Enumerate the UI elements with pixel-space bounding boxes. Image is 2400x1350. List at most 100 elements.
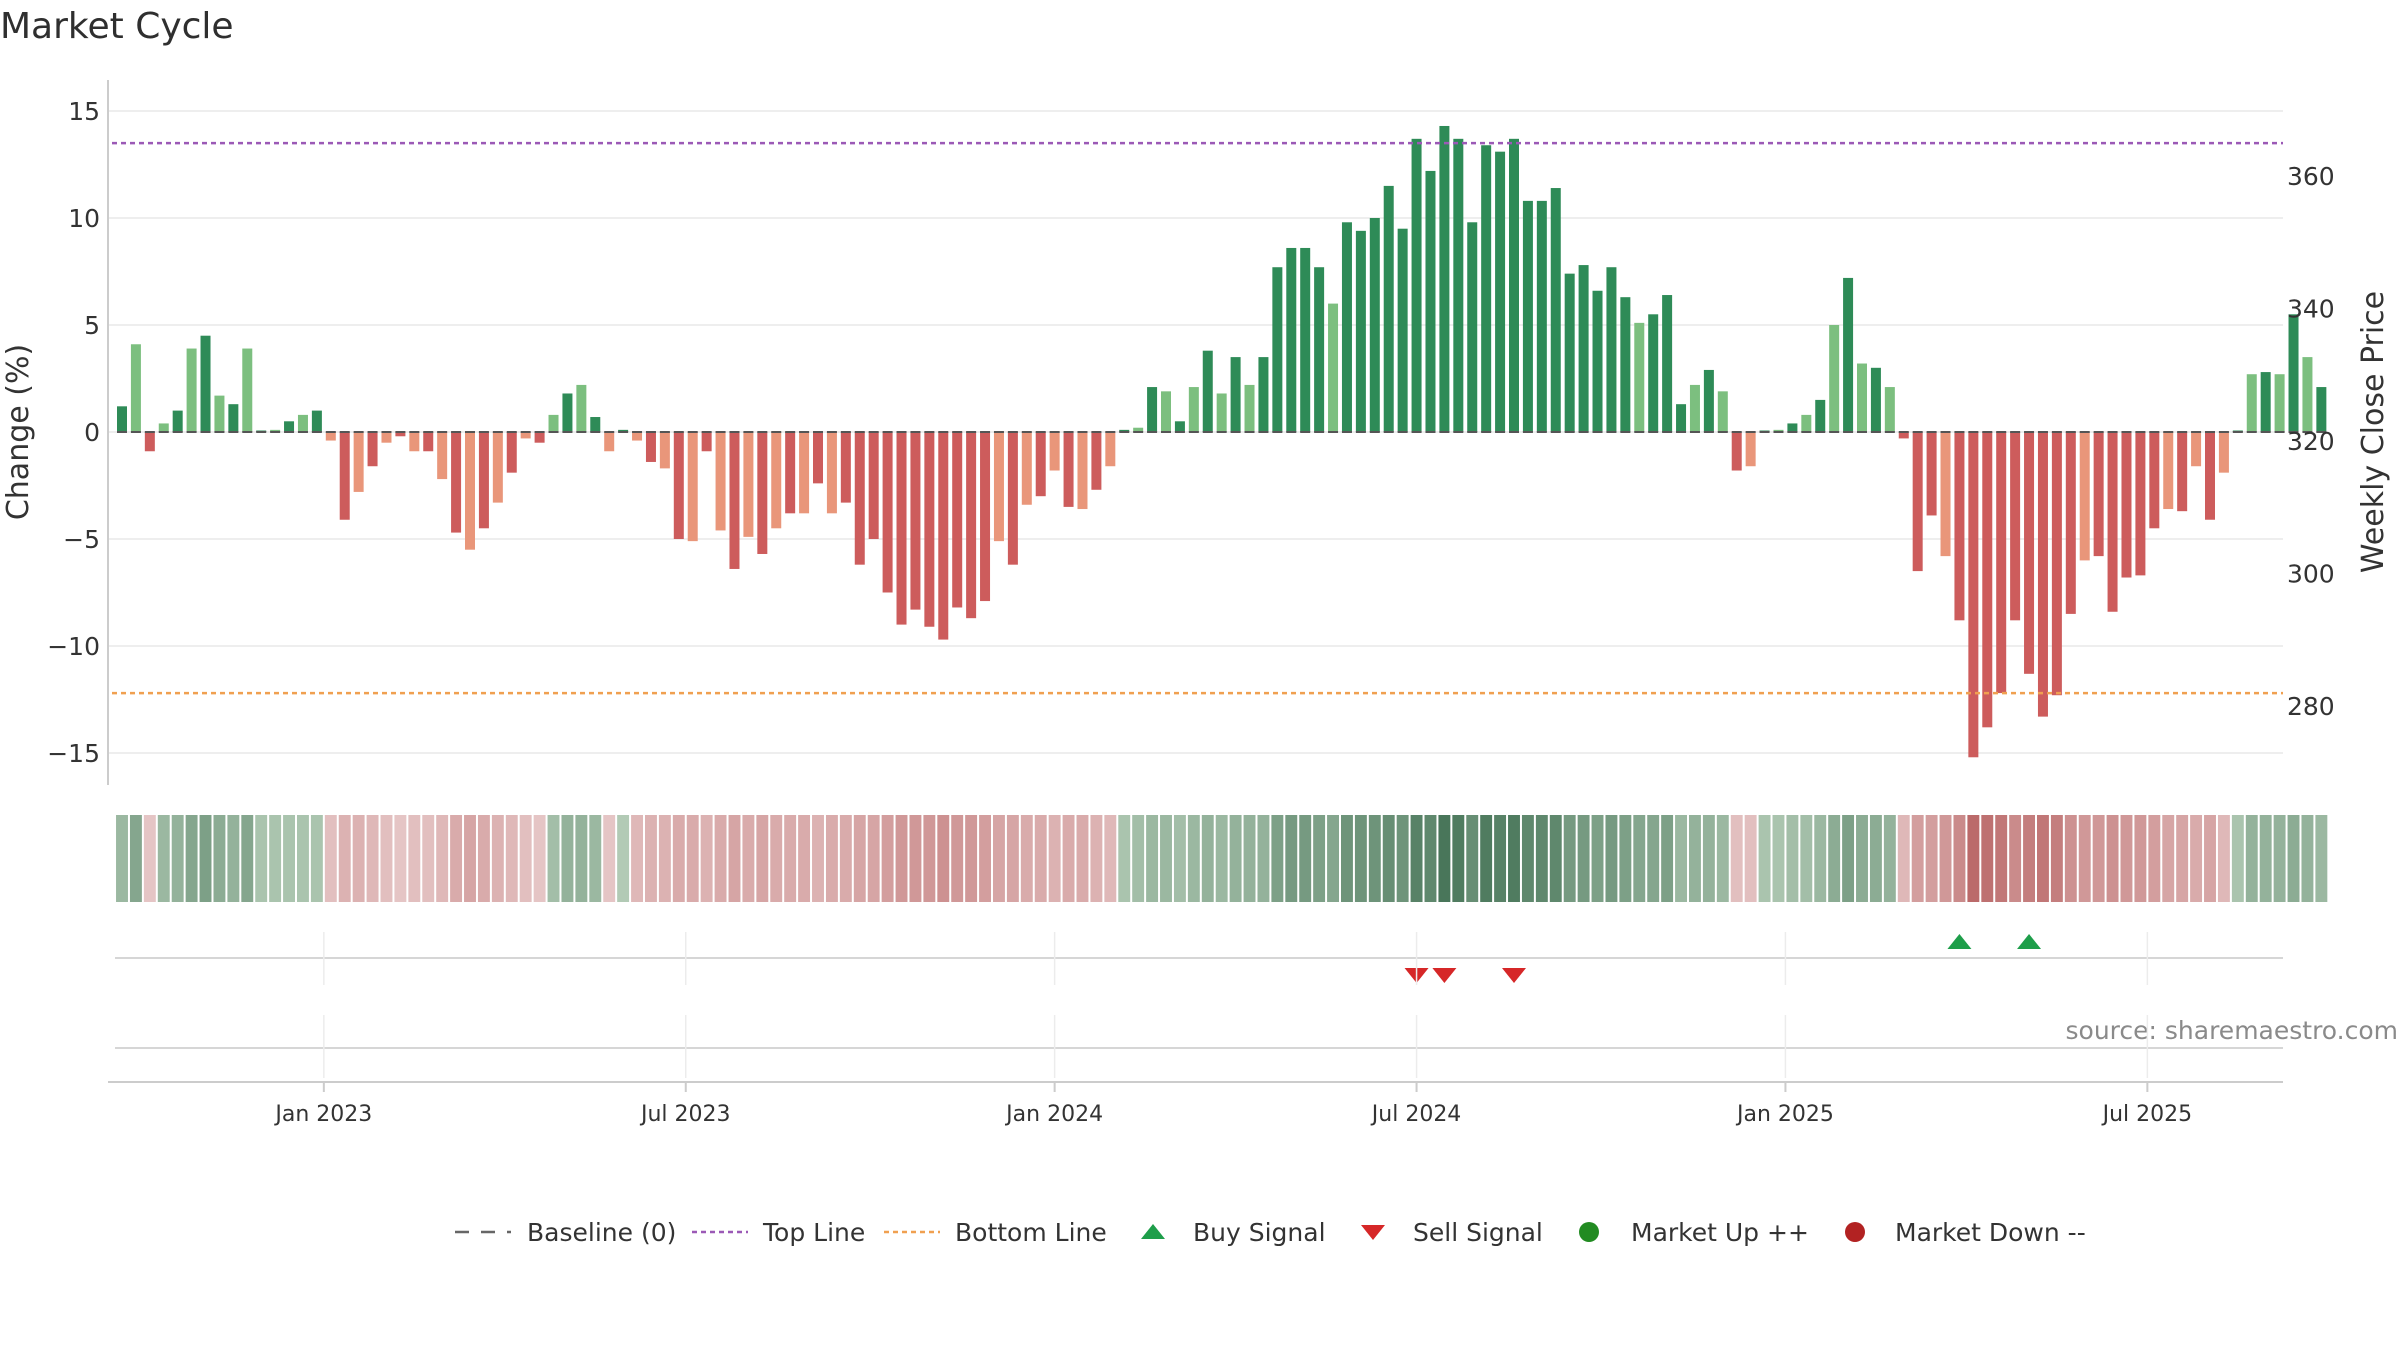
heat-cell — [1897, 815, 1910, 902]
y-tick-label-right: 280 — [2287, 692, 2335, 721]
bar — [1383, 185, 1394, 432]
heat-cell — [464, 815, 476, 902]
bar — [297, 414, 308, 432]
bar — [2302, 357, 2313, 432]
bar — [1982, 432, 1993, 728]
bar — [144, 432, 155, 452]
bar — [1495, 151, 1506, 432]
bar — [868, 432, 879, 539]
bar — [1522, 200, 1533, 432]
bar — [1940, 432, 1951, 557]
heat-cell — [2217, 815, 2230, 902]
heat-cell — [1786, 815, 1799, 902]
y-axis-label: Change (%) — [1, 344, 36, 520]
bar — [1620, 297, 1631, 432]
heat-cell — [1508, 815, 1520, 902]
bar — [1550, 188, 1561, 432]
heat-cell — [784, 815, 797, 902]
heat-cell — [352, 815, 365, 902]
bar — [1216, 393, 1227, 432]
heat-cell — [1118, 815, 1131, 902]
heat-cell — [185, 815, 198, 902]
heat-cell — [1424, 815, 1437, 902]
heat-cell — [1967, 815, 1980, 902]
bar — [1411, 138, 1422, 432]
heat-cell — [923, 815, 936, 902]
heat-cell — [1299, 815, 1312, 902]
bar — [339, 432, 350, 520]
legend-market-down-icon — [1845, 1222, 1865, 1242]
bar — [576, 384, 587, 432]
chart-title: Market Cycle — [0, 6, 234, 47]
heat-cell — [1438, 815, 1451, 902]
heat-cell — [2064, 815, 2077, 902]
heat-cell — [1327, 815, 1339, 902]
bar — [1829, 325, 1840, 432]
bar — [1954, 432, 1965, 621]
bar — [2121, 432, 2132, 578]
heat-cell — [1925, 815, 1938, 902]
bar — [2024, 432, 2035, 674]
heat-cell — [1689, 815, 1701, 902]
y-tick-label-right: 360 — [2287, 162, 2335, 191]
y-tick-label-right: 300 — [2287, 560, 2335, 589]
bar — [1077, 432, 1088, 510]
heat-cell — [658, 815, 671, 902]
legend-label: Baseline (0) — [527, 1218, 676, 1247]
heat-cell — [1257, 815, 1270, 902]
heat-cell — [1243, 815, 1256, 902]
bar — [2316, 387, 2327, 432]
y-axis-label-right: Weekly Close Price — [2356, 291, 2391, 573]
heat-cell — [1675, 815, 1687, 902]
heat-cell — [1146, 815, 1159, 902]
bar — [1731, 432, 1742, 471]
bar — [367, 432, 378, 467]
heat-cell — [1981, 815, 1994, 902]
x-tick-label: Jul 2023 — [639, 1102, 731, 1127]
bar — [645, 432, 656, 462]
heat-cell — [575, 815, 588, 902]
heat-cell — [1549, 815, 1562, 902]
heat-cell — [965, 815, 978, 902]
bar — [1717, 391, 1728, 432]
heat-cell — [993, 815, 1005, 902]
heat-cell — [1814, 815, 1827, 902]
bar — [548, 414, 559, 432]
heat-cell — [1104, 815, 1117, 902]
heat-cell — [2231, 815, 2244, 902]
heat-cell — [1661, 815, 1674, 902]
heat-cell — [171, 815, 184, 902]
bar — [2051, 432, 2062, 696]
heat-cell — [310, 815, 323, 902]
heat-cell — [881, 815, 894, 902]
bar — [1049, 432, 1060, 471]
bar — [2107, 432, 2118, 612]
bar — [1091, 432, 1102, 490]
heat-cell — [2134, 815, 2147, 902]
heat-cell — [1535, 815, 1548, 902]
heat-cell — [1702, 815, 1715, 902]
bar — [1035, 432, 1046, 497]
heat-cell — [1452, 815, 1465, 902]
heat-cell — [1605, 815, 1618, 902]
bar — [1453, 138, 1464, 432]
sell-signal-marker — [1432, 968, 1457, 983]
bar — [1884, 387, 1895, 432]
heat-cell — [533, 815, 546, 902]
bar — [158, 423, 169, 432]
heat-cell — [519, 815, 532, 902]
bar — [492, 432, 503, 503]
legend-label: Sell Signal — [1413, 1218, 1543, 1247]
bar — [993, 432, 1004, 542]
bar — [1787, 423, 1798, 432]
heat-cell — [1201, 815, 1214, 902]
heat-cell — [1313, 815, 1326, 902]
heat-cell — [1006, 815, 1019, 902]
bar — [1188, 387, 1199, 432]
bar — [270, 429, 281, 432]
buy-signal-marker — [2017, 934, 2042, 949]
heat-cell — [213, 815, 226, 902]
heat-cell — [1800, 815, 1813, 902]
bar — [1119, 429, 1130, 432]
bar — [604, 432, 615, 452]
